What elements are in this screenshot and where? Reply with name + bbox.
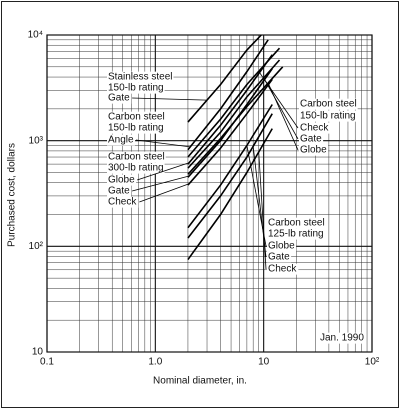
annotation: Check (300, 123, 329, 134)
label-bg (267, 217, 326, 229)
annotation: Carbon steel (268, 218, 325, 229)
label-bg (107, 122, 165, 134)
annotation: 150-lb rating (108, 123, 164, 134)
annotation: 150-lb rating (108, 83, 164, 94)
series-line (187, 113, 273, 239)
annotation: Globe (300, 145, 327, 156)
y-axis-label: Purchased cost, dollars (7, 143, 18, 247)
label-bg (319, 332, 366, 344)
label-bg (107, 174, 137, 186)
annotation: Check (268, 264, 297, 275)
label-bg (107, 82, 165, 94)
leader-line (136, 162, 190, 181)
annotation: Angle (108, 135, 134, 146)
annotation: Carbon steel (300, 99, 357, 110)
series-line (187, 128, 273, 261)
leader-line (267, 82, 299, 151)
label-bg (299, 98, 358, 110)
label-bg (107, 151, 166, 163)
label-bg (107, 71, 174, 83)
annotation: Stainless steel (108, 72, 172, 83)
label-bg (267, 228, 325, 240)
label-bg (107, 134, 136, 146)
label-bg (107, 162, 165, 174)
series-line (187, 66, 284, 175)
label-bg (299, 122, 331, 134)
annotation: Gate (268, 252, 290, 263)
x-axis-label: Nominal diameter, in. (153, 376, 247, 387)
annotation: Carbon steel (108, 152, 165, 163)
annotation: Carbon steel (108, 112, 165, 123)
series-line (187, 104, 273, 229)
leader-line (135, 139, 191, 148)
leader-line (132, 175, 190, 192)
y-tick-label: 10 (32, 347, 44, 358)
label-bg (299, 133, 324, 145)
annotation: 125-lb rating (268, 229, 324, 240)
x-tick-label: 0.1 (40, 357, 54, 368)
annotation: Gate (108, 93, 130, 104)
plot-frame (46, 34, 373, 353)
label-bg (267, 263, 299, 275)
x-tick-label: 10 (258, 357, 270, 368)
annotation: 300-lb rating (108, 163, 164, 174)
label-bg (107, 111, 166, 123)
x-tick-label: 1.0 (148, 357, 162, 368)
annotation: Gate (300, 134, 322, 145)
y-tick-label: 10⁴ (28, 30, 43, 41)
y-tick-label: 10² (29, 241, 44, 252)
series-line (187, 35, 262, 123)
leader-line (132, 97, 208, 101)
label-bg (267, 251, 292, 263)
series-line (187, 39, 269, 151)
leader-line (263, 77, 299, 140)
label-bg (107, 92, 132, 104)
annotation: Gate (108, 186, 130, 197)
label-bg (107, 196, 139, 208)
label-bg (267, 240, 297, 252)
annotation: Check (108, 197, 137, 208)
series-line (187, 47, 281, 158)
annotation: 150-lb rating (300, 111, 356, 122)
label-bg (299, 110, 357, 122)
annotation: Jan. 1990 (320, 333, 364, 344)
annotation: Globe (268, 241, 295, 252)
leader-line (139, 183, 190, 203)
annotation: Globe (108, 175, 135, 186)
series-line (187, 78, 273, 186)
label-bg (107, 185, 132, 197)
label-bg (299, 144, 329, 156)
leader-line (258, 152, 267, 270)
x-tick-label: 10² (365, 357, 380, 368)
y-tick-label: 10³ (29, 135, 44, 146)
